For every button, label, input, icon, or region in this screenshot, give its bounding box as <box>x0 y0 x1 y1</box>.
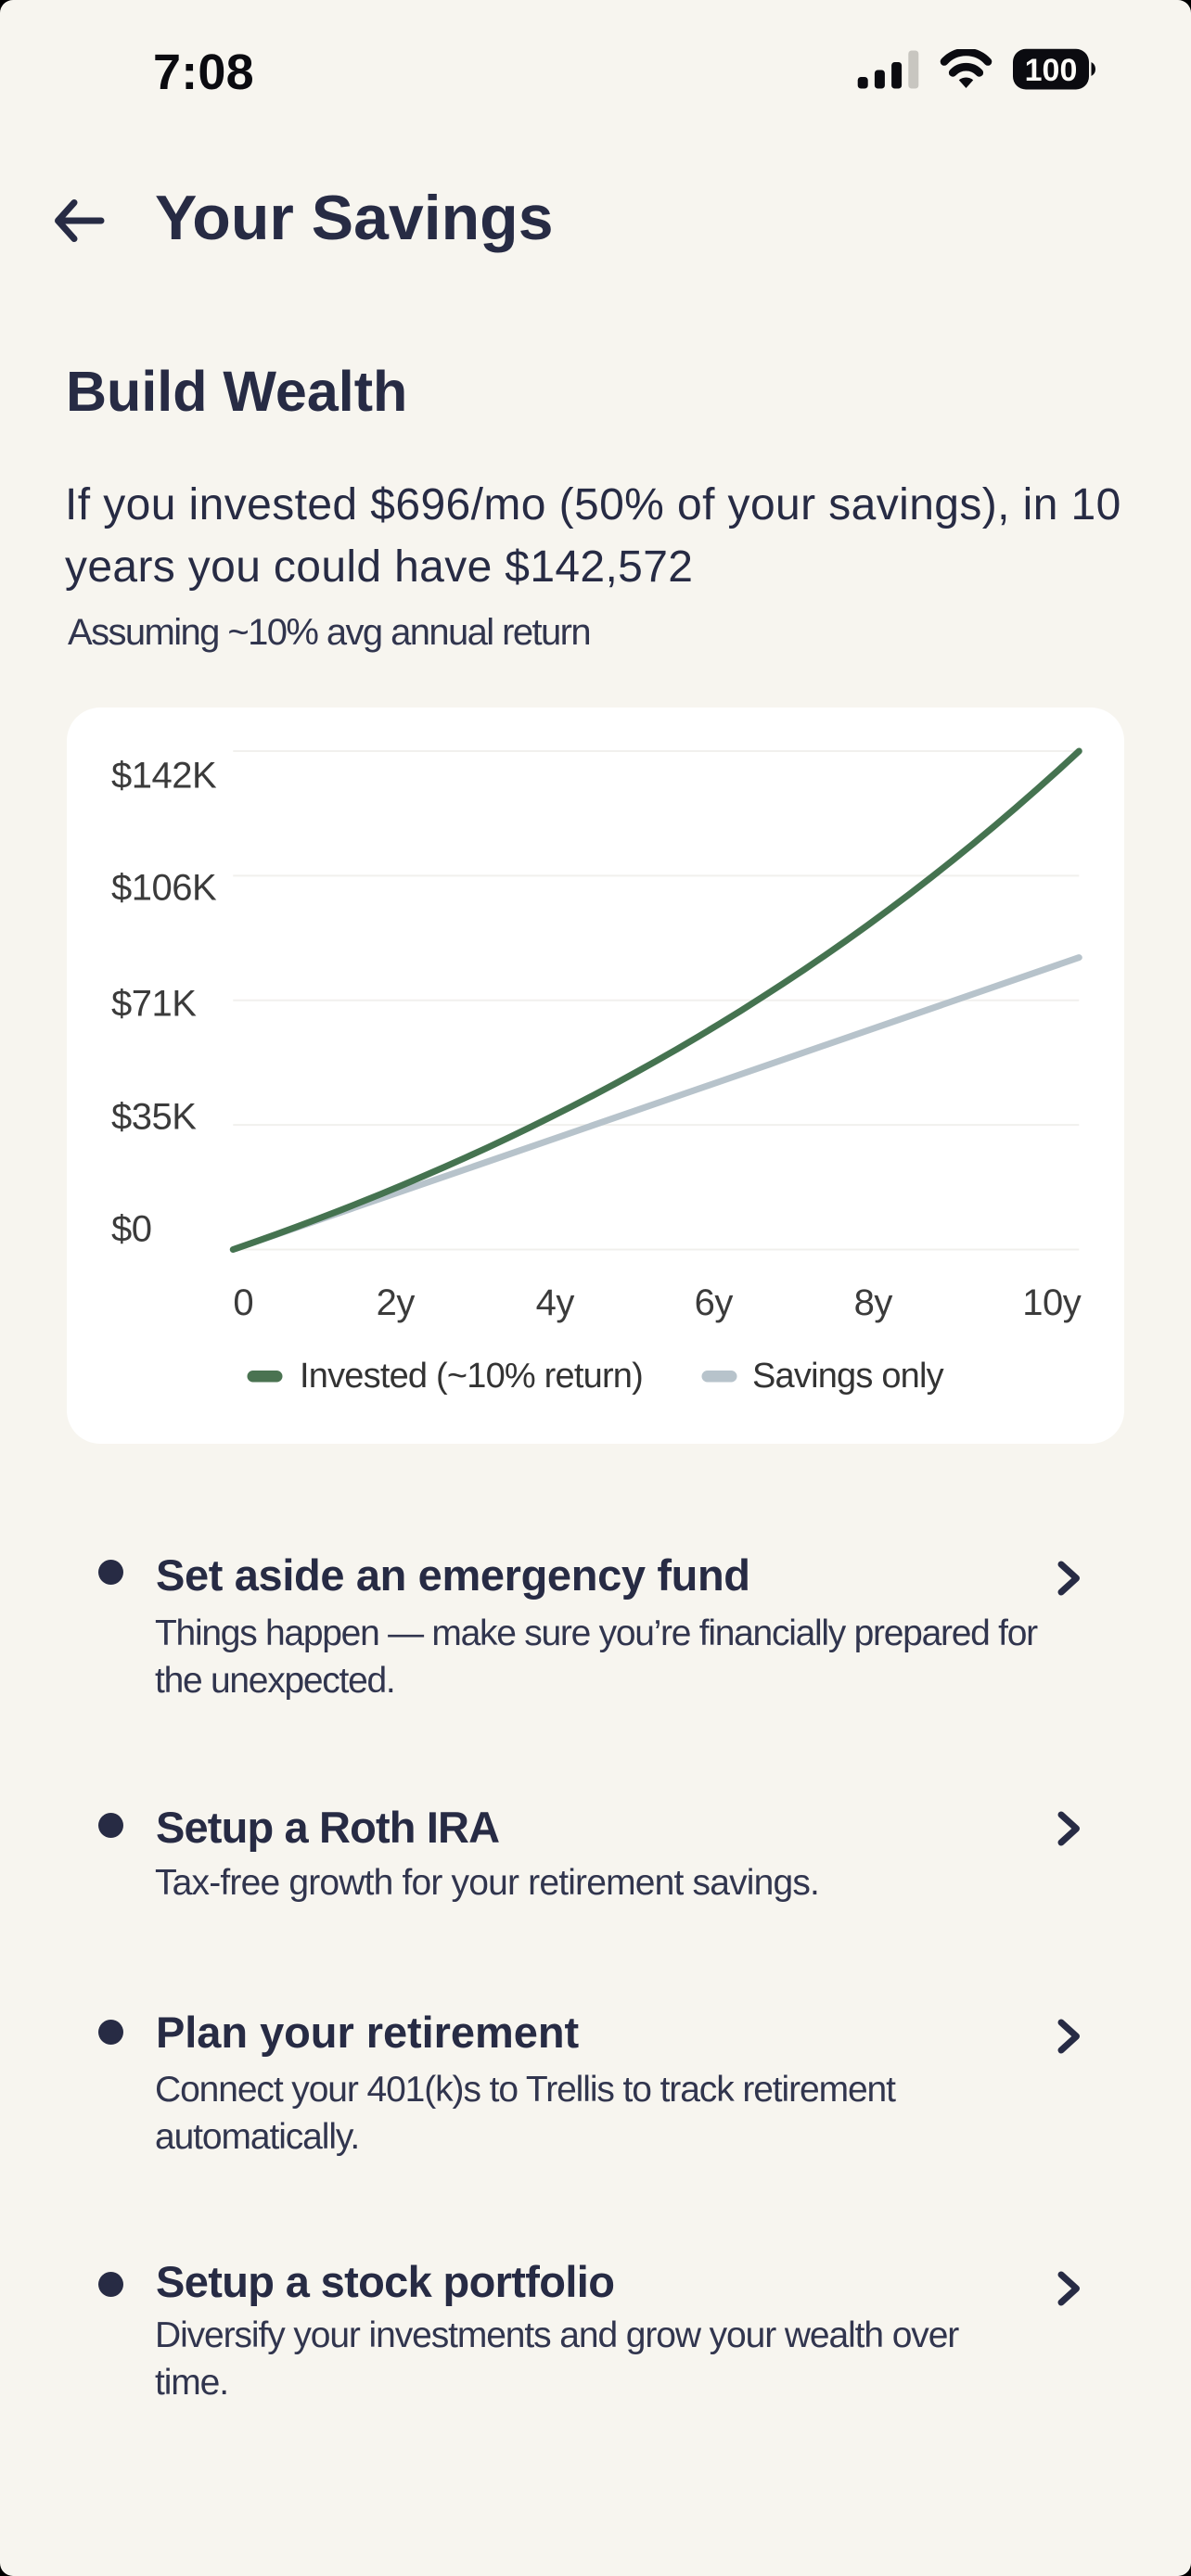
svg-text:6y: 6y <box>695 1282 734 1323</box>
svg-text:$142K: $142K <box>111 755 217 796</box>
svg-text:2y: 2y <box>377 1282 416 1323</box>
svg-text:4y: 4y <box>536 1282 575 1323</box>
svg-text:0: 0 <box>233 1282 253 1323</box>
svg-text:Invested (~10% return): Invested (~10% return) <box>300 1357 643 1396</box>
svg-text:$35K: $35K <box>111 1096 197 1137</box>
svg-text:10y: 10y <box>1022 1282 1081 1323</box>
svg-text:100: 100 <box>1025 53 1078 88</box>
svg-text:Savings only: Savings only <box>752 1357 944 1396</box>
svg-text:$0: $0 <box>111 1208 152 1249</box>
svg-text:$71K: $71K <box>111 983 197 1024</box>
svg-text:8y: 8y <box>854 1282 893 1323</box>
svg-text:$106K: $106K <box>111 867 217 908</box>
